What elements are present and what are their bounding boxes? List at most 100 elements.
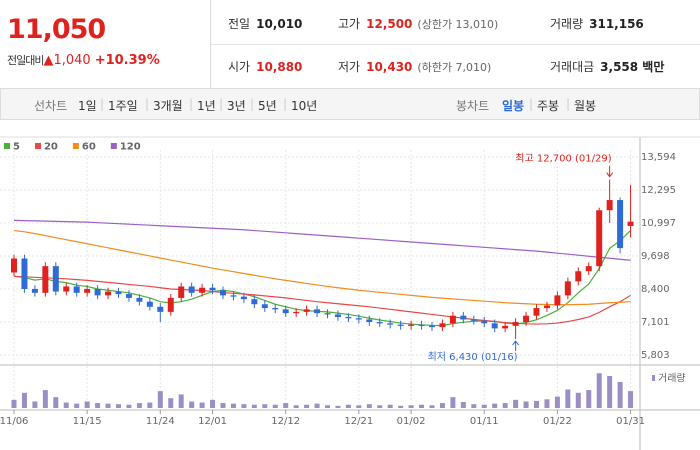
- legend-swatch: [4, 143, 10, 149]
- candle-body: [73, 286, 80, 293]
- annotation: 최고 12,700 (01/29): [515, 153, 611, 165]
- volume-bar: [554, 396, 560, 408]
- candle-body: [418, 324, 425, 326]
- candle-body: [376, 322, 383, 324]
- candle-body: [470, 319, 477, 321]
- candle-body: [355, 318, 362, 320]
- candle-chart-label: 봉차트: [456, 99, 490, 113]
- y-tick-label: 13,594: [641, 152, 676, 163]
- candle-body: [303, 309, 310, 312]
- volume-bar: [178, 394, 184, 408]
- volume-bar: [492, 403, 498, 408]
- volume-bar: [345, 404, 351, 408]
- volume-bar: [157, 391, 163, 408]
- separator: |: [100, 97, 105, 111]
- candle-body: [105, 291, 112, 296]
- legend-label: 20: [44, 142, 58, 153]
- x-tick-label: 12/01: [198, 416, 227, 427]
- stat-label: 거래량: [550, 17, 584, 31]
- volume-bar: [32, 401, 38, 408]
- stat: 저가 10,430 (하한가 7,010): [338, 58, 491, 75]
- y-tick-label: 12,295: [641, 185, 676, 196]
- candle-body: [42, 266, 49, 293]
- stat: 시가 10,880: [228, 58, 302, 75]
- volume-bar: [116, 404, 121, 408]
- period-button[interactable]: 1년: [197, 99, 216, 113]
- period-button[interactable]: 3개월: [153, 99, 183, 113]
- volume-bar: [565, 389, 571, 408]
- candle-body: [21, 258, 28, 289]
- price: 11,050: [7, 14, 106, 45]
- candle-body: [617, 200, 624, 249]
- volume-bar: [460, 402, 466, 408]
- volume-bar: [241, 404, 247, 408]
- candle-body: [523, 315, 530, 323]
- candle-body: [209, 287, 216, 291]
- stat-label: 전일: [228, 17, 251, 31]
- candle-body: [345, 316, 352, 319]
- volume-bar: [251, 404, 257, 408]
- moving-average-line: [13, 229, 631, 306]
- volume-bar: [293, 405, 299, 408]
- legend-swatch: [110, 143, 117, 149]
- divider: [210, 44, 700, 45]
- candle-body: [146, 301, 153, 307]
- period-button[interactable]: 3년: [227, 99, 246, 113]
- change-value: ▲1,040: [43, 53, 91, 68]
- volume-bar: [53, 397, 59, 408]
- period-button[interactable]: 5년: [258, 99, 277, 113]
- candle-body: [314, 309, 321, 314]
- x-tick-label: 11/24: [146, 416, 175, 427]
- volume-bar: [283, 403, 289, 408]
- stat: 고가 12,500 (상한가 13,010): [338, 15, 498, 32]
- candle-period-button[interactable]: 주봉: [537, 99, 560, 113]
- volume-bar: [439, 403, 445, 408]
- volume-bar: [398, 405, 404, 408]
- annotation: 최저 6,430 (01/16): [428, 351, 518, 363]
- candle-period-button[interactable]: 월봉: [574, 99, 597, 113]
- candle-period-button[interactable]: 일봉: [502, 99, 525, 113]
- period-button[interactable]: 10년: [291, 99, 318, 113]
- candle-body: [481, 320, 488, 324]
- volume-bar: [74, 403, 80, 408]
- separator: |: [283, 97, 288, 111]
- annotation-arrowhead: [512, 340, 519, 346]
- volume-label: 거래량: [658, 373, 686, 385]
- candle-body: [575, 271, 582, 282]
- separator: |: [145, 97, 150, 111]
- candle-body: [460, 315, 467, 320]
- change-label: 전일대비: [7, 54, 44, 67]
- candle-body: [167, 297, 174, 312]
- stat-label: 거래대금: [550, 60, 595, 74]
- candle-body: [533, 308, 540, 316]
- candle-body: [188, 286, 195, 293]
- volume-bar: [502, 403, 508, 408]
- candle-body: [11, 258, 17, 273]
- volume-bar: [586, 390, 592, 408]
- volume-bar: [63, 402, 69, 408]
- candle-body: [491, 323, 498, 329]
- volume-bar: [21, 392, 27, 408]
- volume-bar: [534, 400, 539, 408]
- volume-bar: [607, 375, 613, 408]
- x-tick-label: 01/31: [616, 416, 645, 427]
- volume-bar: [523, 401, 529, 408]
- candle-body: [136, 297, 143, 302]
- stat-value: 10,010: [256, 17, 303, 31]
- stat-value: 311,156: [589, 17, 644, 31]
- y-tick-label: 10,997: [641, 218, 676, 229]
- period-button[interactable]: 1일: [78, 99, 97, 113]
- stat-label: 고가: [338, 17, 361, 31]
- candle-body: [251, 299, 258, 305]
- volume-bar: [210, 399, 216, 408]
- volume-bar: [230, 403, 236, 408]
- candle-body: [366, 319, 373, 323]
- candle-body: [387, 323, 394, 325]
- candle-body: [564, 281, 571, 296]
- volume-bar: [366, 404, 372, 408]
- stat: 거래량 311,156: [550, 15, 644, 32]
- volume-bar: [387, 404, 393, 408]
- legend-swatch: [72, 143, 79, 149]
- x-tick-label: 12/21: [344, 416, 373, 427]
- period-button[interactable]: 1주일: [108, 99, 138, 113]
